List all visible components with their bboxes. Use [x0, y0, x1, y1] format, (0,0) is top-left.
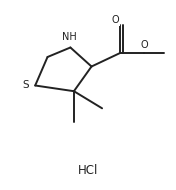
- Text: HCl: HCl: [78, 165, 98, 177]
- Text: NH: NH: [62, 32, 77, 42]
- Text: O: O: [140, 40, 148, 50]
- Text: S: S: [22, 81, 29, 90]
- Text: O: O: [111, 15, 119, 25]
